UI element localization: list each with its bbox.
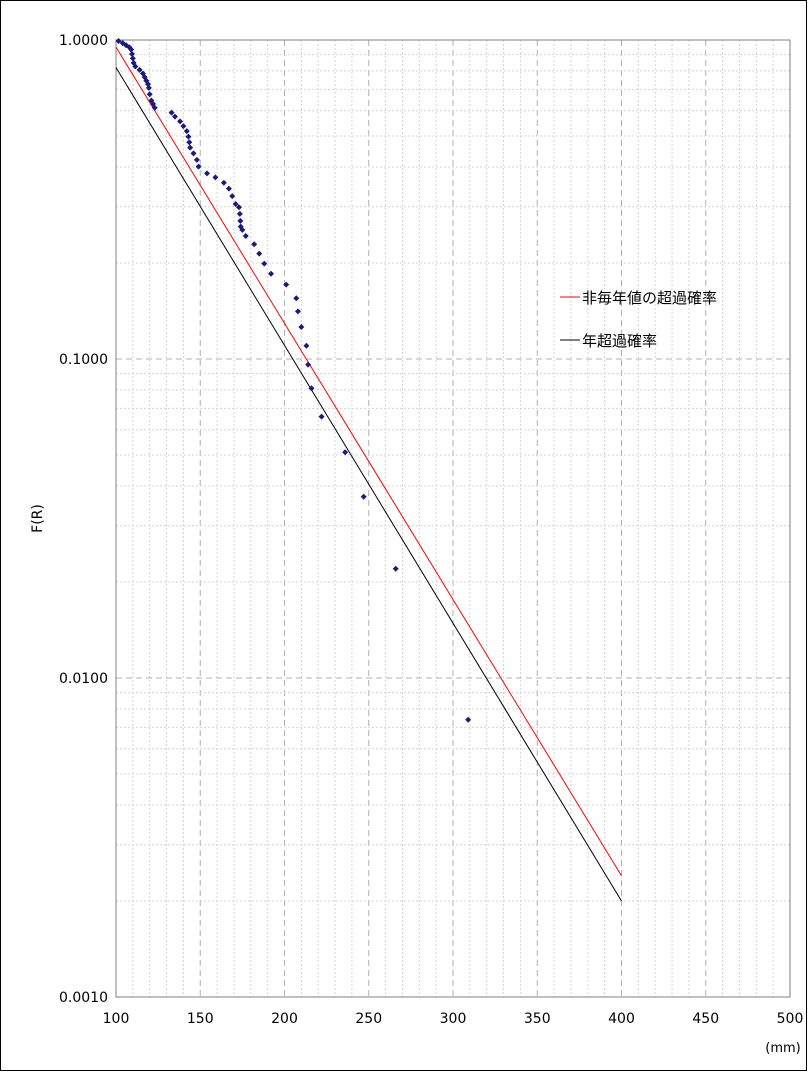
data-point <box>232 201 239 208</box>
data-point <box>185 133 192 140</box>
data-point <box>146 91 153 98</box>
data-point <box>242 232 249 239</box>
point-layer <box>115 37 472 723</box>
grid-layer <box>116 40 790 997</box>
data-point <box>293 295 300 302</box>
x-tick-label: 500 <box>777 1011 804 1027</box>
data-point <box>132 63 139 70</box>
data-point <box>193 156 200 163</box>
data-point <box>392 565 399 572</box>
data-point <box>308 385 315 392</box>
data-point <box>237 217 244 224</box>
x-tick-label: 100 <box>103 1011 130 1027</box>
series-line <box>115 46 622 876</box>
data-point <box>318 413 325 420</box>
x-tick-label: 350 <box>524 1011 551 1027</box>
x-tick-label: 150 <box>187 1011 214 1027</box>
data-point <box>294 308 301 315</box>
data-point <box>151 104 158 111</box>
plot-area-border <box>115 39 791 998</box>
data-point <box>298 323 305 330</box>
data-point <box>180 123 187 130</box>
data-point <box>236 210 243 217</box>
y-tick-label: 0.1000 <box>59 352 108 368</box>
y-tick-label: 1.0000 <box>59 33 108 49</box>
x-tick-label: 400 <box>608 1011 635 1027</box>
legend-label: 年超過確率 <box>582 332 657 350</box>
data-point <box>129 50 136 57</box>
x-tick-label: 250 <box>355 1011 382 1027</box>
x-tick-label: 200 <box>271 1011 298 1027</box>
x-tick-label: 450 <box>692 1011 719 1027</box>
data-point <box>360 493 367 500</box>
data-point <box>187 144 194 151</box>
data-point <box>239 226 246 233</box>
data-point <box>236 204 243 211</box>
data-point <box>183 128 190 135</box>
data-point <box>190 150 197 157</box>
data-point <box>283 281 290 288</box>
data-point <box>225 185 232 192</box>
data-point <box>256 250 263 257</box>
data-point <box>115 37 122 44</box>
data-point <box>212 174 219 181</box>
y-tick-label: 0.0100 <box>59 671 108 687</box>
series-line <box>115 67 622 902</box>
line-layer <box>115 46 622 902</box>
data-point <box>305 361 312 368</box>
data-point <box>186 139 193 146</box>
legend-label: 非毎年値の超過確率 <box>582 289 717 307</box>
data-point <box>177 118 184 125</box>
data-point <box>261 260 268 267</box>
data-point <box>145 84 152 91</box>
data-point <box>168 109 175 116</box>
data-point <box>220 179 227 186</box>
y-axis-label: F(R) <box>30 504 46 533</box>
data-point <box>129 55 136 62</box>
data-point <box>195 163 202 170</box>
data-point <box>128 46 135 53</box>
tick-layer: 100 150 200 250 300 350 400 450 500 1.0000 0.1000 0… <box>59 33 803 1027</box>
data-point <box>136 66 143 73</box>
data-point <box>303 342 310 349</box>
data-point <box>465 716 472 723</box>
data-point <box>171 113 178 120</box>
x-axis-unit-label: (mm) <box>765 1041 800 1056</box>
data-point <box>342 449 349 456</box>
data-point <box>203 170 210 177</box>
data-point <box>251 241 258 248</box>
data-point <box>268 270 275 277</box>
y-tick-label: 0.0010 <box>59 990 108 1006</box>
data-point <box>229 193 236 200</box>
x-tick-label: 300 <box>440 1011 467 1027</box>
